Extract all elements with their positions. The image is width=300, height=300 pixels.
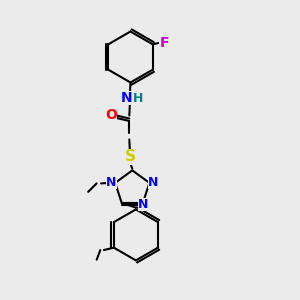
Text: N: N	[121, 91, 133, 105]
Text: N: N	[106, 176, 116, 189]
Text: O: O	[105, 108, 117, 122]
Text: S: S	[124, 149, 135, 164]
Text: N: N	[138, 198, 148, 211]
Text: F: F	[160, 36, 169, 50]
Text: H: H	[133, 92, 143, 105]
Text: N: N	[148, 176, 158, 189]
